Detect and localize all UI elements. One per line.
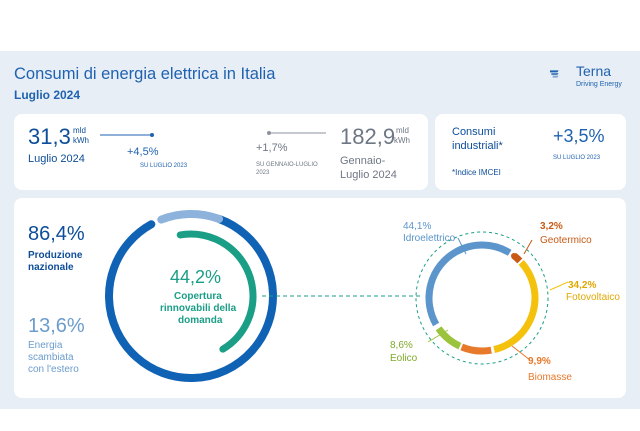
industrial-label-2: industriali* [452,140,503,152]
ytd-period-2: Luglio 2024 [340,169,397,181]
industrial-card [435,114,626,190]
logo-wordmark: Terna [576,63,612,79]
wind-pct: 8,6% [390,340,413,351]
ytd-period-1: Gennaio- [340,155,386,167]
month-change-ref: SU LUGLIO 2023 [140,163,188,169]
month-value: 31,3 [28,124,71,149]
biomass-label: Biomasse [528,372,572,383]
biomass-pct: 9,9% [528,356,551,367]
solar-pct: 34,2% [568,280,597,291]
geothermal-marker [511,253,517,259]
donut-dashed-outline [415,231,549,365]
exchanged-energy-label-3: con l'estero [28,364,79,375]
consumption-card [14,114,428,190]
connector-dashed-line [262,295,420,297]
solar-label: Fotovoltaico [566,292,620,303]
month-unit-1: mld [73,126,86,135]
renewables-coverage-label-1: Copertura [174,291,222,302]
ytd-unit-2: kWh [394,136,410,145]
geothermal-label: Geotermico [540,235,592,246]
terna-logo-icon [550,70,559,78]
label-leader-lines [427,237,569,361]
ytd-unit-1: mld [396,126,409,135]
page-subtitle: Luglio 2024 [14,88,81,102]
industrial-label-1: Consumi [452,126,496,138]
renewables-coverage-label-2: rinnovabili della [160,303,237,314]
exchanged-energy-label-2: scambiata [28,352,74,363]
ytd-change-ref-2: 2023 [256,170,270,176]
month-change: +4,5% [127,146,159,158]
hydro-pct: 44,1% [403,221,432,232]
ytd-connector-line [267,131,326,135]
ytd-value: 182,9 [340,124,396,149]
renewables-coverage-arc [125,230,257,362]
logo-tagline: Driving Energy [576,81,622,88]
renewables-coverage-label-3: domanda [178,315,223,326]
solar-arc [425,241,539,355]
national-production-label-1: Produzione [28,250,83,261]
month-period: Luglio 2024 [28,153,85,165]
exchanged-energy-label-1: Energia [28,340,63,351]
ytd-change-ref-1: SU GENNAIO-LUGLIO [256,162,318,168]
exchanged-energy-arc [105,210,277,382]
hydro-label: Idroelettrico [403,233,456,244]
national-production-label-2: nazionale [28,262,74,273]
industrial-change: +3,5% [553,126,605,146]
hydro-arc [425,241,539,355]
production-card [14,198,626,398]
renewable-sources-donut [415,231,549,365]
wind-label: Eolico [390,353,418,364]
month-connector-line [100,133,154,137]
national-production-pct: 86,4% [28,223,85,245]
geothermal-pct: 3,2% [540,221,563,232]
ytd-change: +1,7% [256,142,288,154]
renewables-coverage-pct: 44,2% [170,267,222,287]
page-title: Consumi di energia elettrica in Italia [14,65,276,83]
industrial-footnote: *Indice IMCEI [452,168,501,177]
month-unit-2: kWh [73,136,89,145]
industrial-change-ref: SU LUGLIO 2023 [553,155,601,161]
exchanged-energy-pct: 13,6% [28,315,85,337]
production-ring [105,210,277,382]
